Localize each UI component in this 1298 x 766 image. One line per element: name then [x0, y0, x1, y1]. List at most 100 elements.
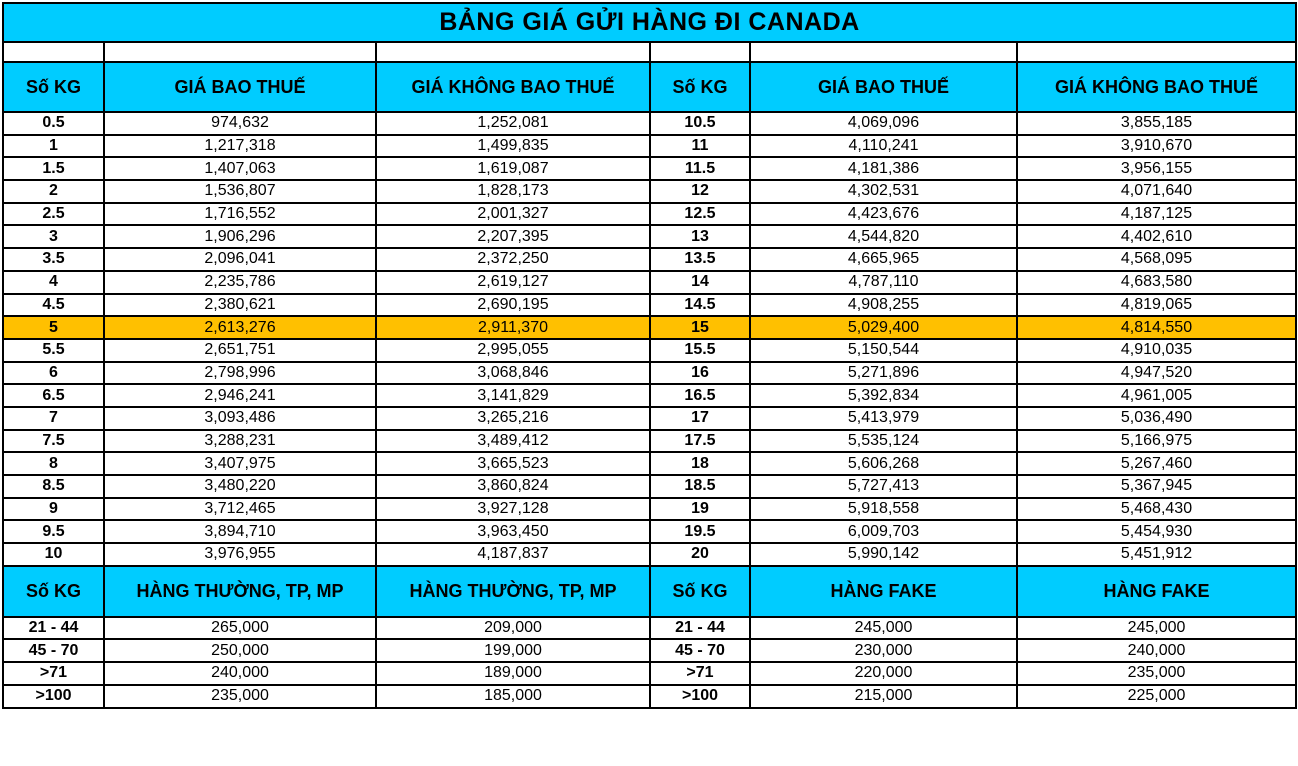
price-cell-left-b: 3,068,846	[375, 360, 651, 386]
price-cell-left-b: 1,619,087	[375, 156, 651, 182]
price-cell-left-a: 3,480,220	[103, 474, 377, 499]
bulk-price-row: >71 240,000 189,000 >71 220,000 235,000	[2, 661, 1298, 686]
price-row: 7.5 3,288,231 3,489,412 17.5 5,535,124 5,166,…	[2, 428, 1298, 454]
price-row: 8 3,407,975 3,665,523 18 5,606,268 5,267,460	[2, 451, 1298, 476]
price-cell-right-b: 5,036,490	[1015, 405, 1298, 431]
price-cell-left-a: 1,217,318	[103, 133, 377, 159]
weight-cell-right: 17.5	[649, 428, 751, 454]
price-cell-left-a: 250,000	[103, 638, 377, 664]
price-cell-left-b: 3,265,216	[375, 405, 651, 431]
price-cell-right-b: 5,468,430	[1015, 496, 1298, 522]
blank-cell	[103, 41, 377, 63]
price-cell-left-b: 1,252,081	[375, 111, 651, 136]
header-row: Số KG GIÁ BAO THUẾ GIÁ KHÔNG BAO THUẾ Số…	[2, 61, 1298, 113]
weight-cell-left: >100	[2, 683, 105, 709]
price-cell-right-a: 4,665,965	[749, 247, 1018, 272]
price-cell-right-b: 5,267,460	[1015, 451, 1298, 476]
weight-cell-right: 16.5	[649, 383, 751, 408]
weight-cell-right: 15.5	[649, 337, 751, 363]
blank-row	[2, 41, 1298, 63]
price-row: 6.5 2,946,241 3,141,829 16.5 5,392,834 4,961,…	[2, 383, 1298, 408]
blank-cell	[2, 41, 105, 63]
price-cell-left-a: 265,000	[103, 615, 377, 641]
weight-cell-right: 14	[649, 269, 751, 295]
price-cell-right-a: 5,150,544	[749, 337, 1018, 363]
price-cell-right-b: 4,961,005	[1015, 383, 1298, 408]
weight-cell-left: 4	[2, 269, 105, 295]
price-cell-right-b: 245,000	[1015, 615, 1298, 641]
price-cell-right-a: 4,069,096	[749, 111, 1018, 136]
price-cell-left-b: 2,372,250	[375, 247, 651, 272]
price-cell-left-a: 2,380,621	[103, 292, 377, 318]
price-cell-right-a: 4,181,386	[749, 156, 1018, 182]
price-cell-left-b: 2,619,127	[375, 269, 651, 295]
weight-cell-right: 15	[649, 315, 751, 340]
price-cell-left-a: 3,894,710	[103, 519, 377, 545]
header-tax-excl-right: GIÁ KHÔNG BAO THUẾ	[1015, 61, 1298, 113]
weight-cell-left: 9.5	[2, 519, 105, 545]
price-row: 5.5 2,651,751 2,995,055 15.5 5,150,544 4,910,…	[2, 337, 1298, 363]
price-cell-left-b: 3,963,450	[375, 519, 651, 545]
price-cell-left-b: 2,690,195	[375, 292, 651, 318]
weight-cell-right: 14.5	[649, 292, 751, 318]
price-cell-right-b: 3,855,185	[1015, 111, 1298, 136]
price-cell-left-a: 2,613,276	[103, 315, 377, 340]
price-cell-left-b: 1,828,173	[375, 179, 651, 204]
weight-cell-right: 19.5	[649, 519, 751, 545]
blank-cell	[375, 41, 651, 63]
price-cell-left-a: 3,976,955	[103, 542, 377, 567]
weight-cell-right: 11	[649, 133, 751, 159]
price-cell-left-a: 2,946,241	[103, 383, 377, 408]
price-row: 9.5 3,894,710 3,963,450 19.5 6,009,703 5,454,…	[2, 519, 1298, 545]
price-cell-left-b: 3,860,824	[375, 474, 651, 499]
blank-cell	[1015, 41, 1298, 63]
price-cell-right-a: 5,535,124	[749, 428, 1018, 454]
weight-cell-right: 10.5	[649, 111, 751, 136]
price-row: 0.5 974,632 1,252,081 10.5 4,069,096 3,855,18…	[2, 111, 1298, 136]
bulk-header-normal-right: HÀNG THƯỜNG, TP, MP	[375, 564, 651, 618]
price-cell-left-a: 2,798,996	[103, 360, 377, 386]
weight-cell-left: 4.5	[2, 292, 105, 318]
price-cell-right-b: 4,814,550	[1015, 315, 1298, 340]
price-cell-left-b: 2,207,395	[375, 224, 651, 250]
price-cell-right-b: 5,367,945	[1015, 474, 1298, 499]
price-row: 2 1,536,807 1,828,173 12 4,302,531 4,071,640	[2, 179, 1298, 204]
weight-cell-right: 18	[649, 451, 751, 476]
price-cell-right-a: 5,029,400	[749, 315, 1018, 340]
price-row: 3.5 2,096,041 2,372,250 13.5 4,665,965 4,568,…	[2, 247, 1298, 272]
price-cell-left-b: 189,000	[375, 661, 651, 686]
weight-cell-left: 6	[2, 360, 105, 386]
blank-cell	[749, 41, 1018, 63]
price-cell-left-a: 3,712,465	[103, 496, 377, 522]
bulk-header-row: Số KG HÀNG THƯỜNG, TP, MP HÀNG THƯỜNG, TP,…	[2, 564, 1298, 618]
weight-cell-right: 12.5	[649, 201, 751, 227]
weight-cell-left: 7.5	[2, 428, 105, 454]
bulk-price-row: 21 - 44 265,000 209,000 21 - 44 245,000 245,0…	[2, 615, 1298, 641]
bulk-header-kg-left: Số KG	[2, 564, 105, 618]
price-cell-right-a: 4,544,820	[749, 224, 1018, 250]
price-cell-left-b: 4,187,837	[375, 542, 651, 567]
weight-cell-left: 1.5	[2, 156, 105, 182]
price-row: 1 1,217,318 1,499,835 11 4,110,241 3,910,670	[2, 133, 1298, 159]
price-cell-right-b: 4,402,610	[1015, 224, 1298, 250]
price-cell-right-b: 3,910,670	[1015, 133, 1298, 159]
price-cell-left-b: 3,141,829	[375, 383, 651, 408]
weight-cell-left: 7	[2, 405, 105, 431]
price-cell-left-a: 3,407,975	[103, 451, 377, 476]
weight-cell-left: 3	[2, 224, 105, 250]
price-cell-left-b: 2,001,327	[375, 201, 651, 227]
weight-cell-left: 2.5	[2, 201, 105, 227]
weight-cell-left: 9	[2, 496, 105, 522]
price-cell-left-a: 1,906,296	[103, 224, 377, 250]
sheet-title: BẢNG GIÁ GỬI HÀNG ĐI CANADA	[1, 2, 1298, 43]
weight-cell-right: >71	[649, 661, 751, 686]
price-cell-right-b: 225,000	[1015, 683, 1298, 709]
price-cell-right-a: 245,000	[749, 615, 1018, 641]
header-tax-incl-right: GIÁ BAO THUẾ	[749, 61, 1018, 113]
weight-cell-left: 1	[2, 133, 105, 159]
price-cell-left-b: 199,000	[375, 638, 651, 664]
weight-cell-right: 19	[649, 496, 751, 522]
price-row: 9 3,712,465 3,927,128 19 5,918,558 5,468,430	[2, 496, 1298, 522]
weight-cell-right: 20	[649, 542, 751, 567]
